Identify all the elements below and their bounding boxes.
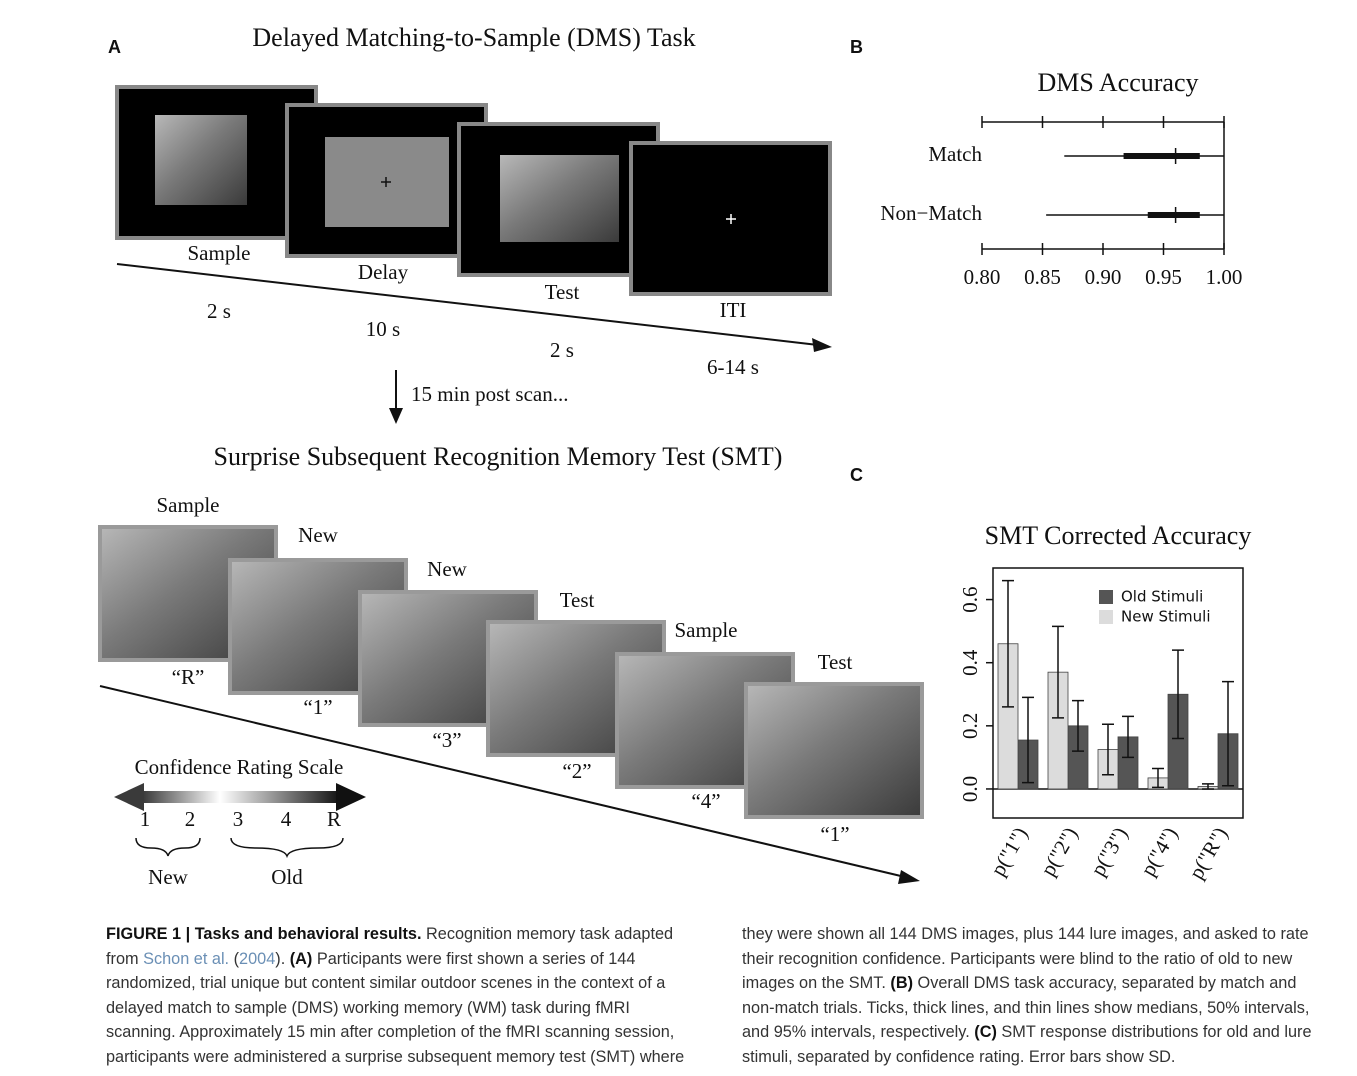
figure: A Delayed Matching-to-Sample (DMS) Task …	[0, 0, 1357, 905]
brace	[231, 838, 343, 856]
caption-run: (	[229, 950, 239, 968]
panel-label: A	[108, 37, 121, 57]
duration: 2 s	[207, 299, 231, 323]
caption-run[interactable]: 2004	[239, 950, 275, 968]
caption-run: (C)	[974, 1023, 997, 1041]
arrow-head	[812, 338, 832, 352]
category-label: Match	[928, 142, 982, 166]
page: A Delayed Matching-to-Sample (DMS) Task …	[0, 0, 1357, 1076]
chart-c: C SMT Corrected Accuracy 0.0 0.2 0.4 0.6 p("1"…	[850, 465, 1251, 883]
scale-bar	[140, 791, 340, 803]
caption: FIGURE 1 | Tasks and behavioral results.…	[106, 922, 1332, 1070]
screen-label: Delay	[358, 260, 409, 284]
x-tick-label: 0.80	[964, 265, 1001, 289]
y-tick-label: 0.4	[958, 649, 982, 676]
x-tick-label: p("3")	[1086, 823, 1133, 880]
scale-title: Confidence Rating Scale	[135, 755, 344, 779]
response-label: “1”	[820, 822, 849, 846]
panel-label: C	[850, 465, 863, 485]
legend-swatch	[1099, 610, 1113, 624]
y-tick-label: 0.6	[958, 586, 982, 612]
screen-label: ITI	[720, 298, 747, 322]
brace	[136, 838, 200, 856]
response-label: “1”	[303, 695, 332, 719]
x-tick-label: 1.00	[1206, 265, 1243, 289]
response-label: “3”	[432, 728, 461, 752]
caption-run: Participants were first shown a series o…	[106, 925, 1309, 1066]
chart-b: B DMS Accuracy 0.80 0.85 0.90 0.95 1.00 Match No…	[850, 37, 1242, 289]
image-label: New	[427, 557, 467, 581]
caption-run: ).	[275, 950, 289, 968]
chart-title: DMS Accuracy	[1037, 68, 1198, 97]
response-label: “2”	[562, 759, 591, 783]
image-label: Test	[560, 588, 595, 612]
group-label: Old	[271, 865, 303, 889]
x-tick-label: 0.85	[1024, 265, 1061, 289]
image-label: Test	[818, 650, 853, 674]
photo	[500, 155, 619, 242]
y-tick-label: 0.0	[958, 776, 982, 802]
arrow-head	[389, 408, 403, 424]
response-label: “R”	[172, 665, 205, 689]
category-label: Non−Match	[880, 201, 982, 225]
rating: R	[327, 807, 341, 831]
rating: 2	[185, 807, 196, 831]
x-tick-label: p("2")	[1036, 823, 1083, 880]
image-label: Sample	[675, 618, 738, 642]
rating: 4	[281, 807, 292, 831]
legend-swatch	[1099, 590, 1113, 604]
image-label: New	[298, 523, 338, 547]
x-tick-label: 0.95	[1145, 265, 1182, 289]
legend-label: Old Stimuli	[1121, 588, 1203, 606]
screen-label: Test	[545, 280, 580, 304]
caption-run: FIGURE 1 | Tasks and behavioral results.	[106, 925, 422, 943]
panel-label: B	[850, 37, 863, 57]
arrow-head	[898, 870, 920, 884]
screens: Sample 2 s Delay 10 s Test 2 s ITI 6-14 s	[117, 87, 830, 379]
transition-label: 15 min post scan...	[411, 382, 569, 406]
duration: 10 s	[366, 317, 400, 341]
chart-title: SMT Corrected Accuracy	[985, 521, 1252, 550]
caption-run: (B)	[890, 974, 913, 992]
x-tick-label: p("1")	[986, 823, 1033, 880]
caption-run: (A)	[290, 950, 313, 968]
x-tick-label: p("R")	[1184, 823, 1233, 883]
photo	[155, 115, 247, 205]
y-tick-label: 0.2	[958, 713, 982, 739]
duration: 2 s	[550, 338, 574, 362]
x-tick-label: 0.90	[1085, 265, 1122, 289]
image-label: Sample	[157, 493, 220, 517]
duration: 6-14 s	[707, 355, 759, 379]
caption-run[interactable]: Schon et al.	[143, 950, 229, 968]
rating: 1	[140, 807, 151, 831]
smt-title: Surprise Subsequent Recognition Memory T…	[214, 442, 783, 471]
panel-title: Delayed Matching-to-Sample (DMS) Task	[252, 23, 695, 52]
screen-label: Sample	[188, 241, 251, 265]
group-label: New	[148, 865, 188, 889]
legend-label: New Stimuli	[1121, 608, 1211, 626]
photo	[746, 684, 922, 817]
x-tick-label: p("4")	[1136, 823, 1183, 880]
response-label: “4”	[691, 789, 720, 813]
rating: 3	[233, 807, 244, 831]
